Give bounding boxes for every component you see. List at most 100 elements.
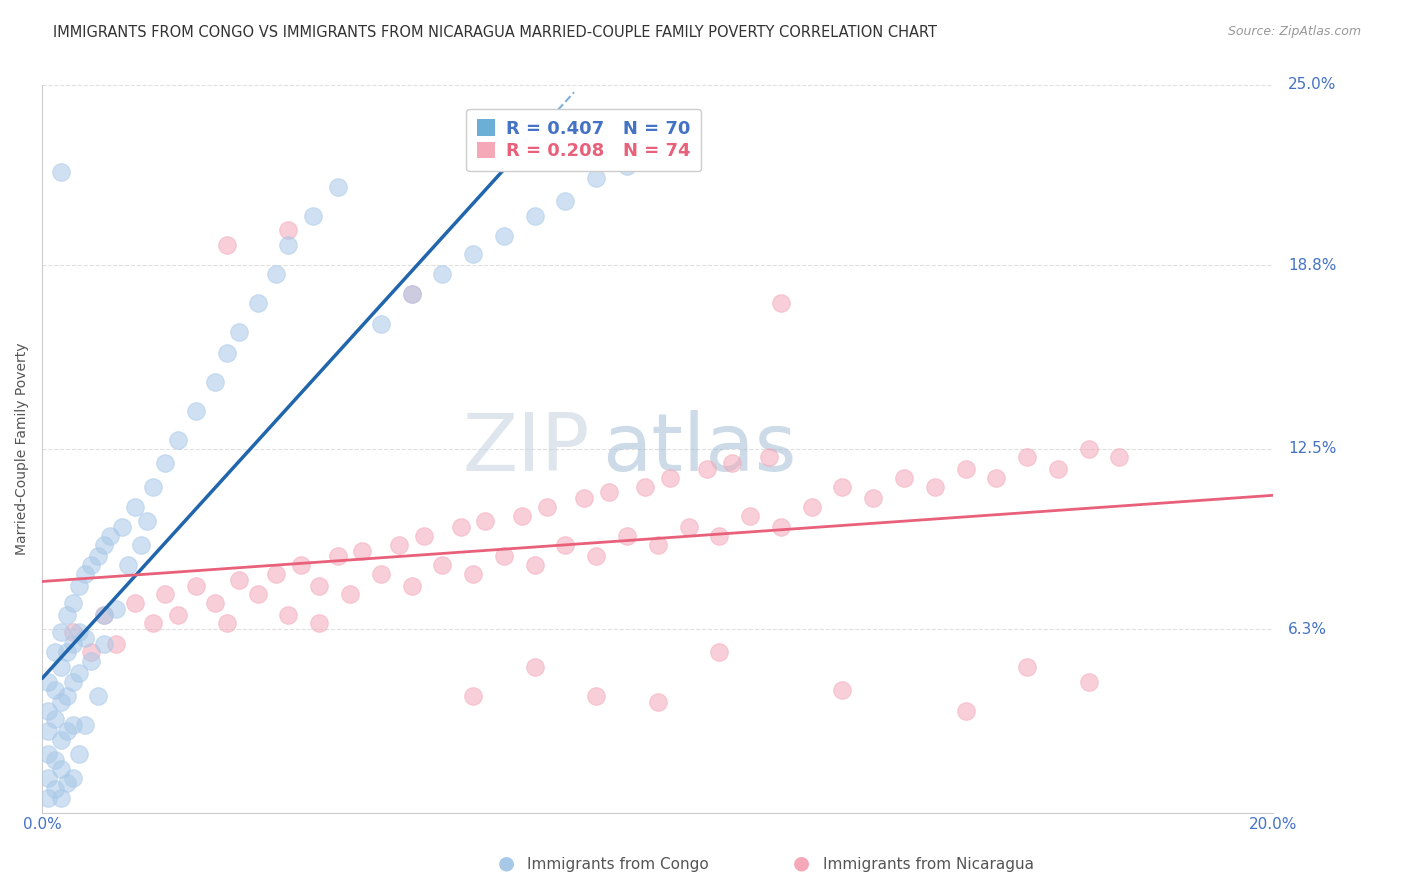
Point — [264, 566, 287, 581]
Point — [56, 607, 79, 622]
Point — [769, 520, 792, 534]
Point — [831, 479, 853, 493]
Point — [129, 538, 152, 552]
Point — [62, 771, 84, 785]
Point — [758, 450, 780, 465]
Point — [37, 674, 59, 689]
Point — [44, 645, 66, 659]
Point — [352, 543, 374, 558]
Point — [370, 566, 392, 581]
Text: 25.0%: 25.0% — [1288, 78, 1337, 93]
Point — [277, 607, 299, 622]
Point — [1077, 674, 1099, 689]
Point — [308, 616, 330, 631]
Point — [647, 695, 669, 709]
Point — [326, 549, 349, 564]
Point — [49, 762, 72, 776]
Point — [616, 529, 638, 543]
Point — [37, 771, 59, 785]
Point — [955, 704, 977, 718]
Point — [124, 596, 146, 610]
Point — [696, 462, 718, 476]
Point — [401, 287, 423, 301]
Point — [412, 529, 434, 543]
Point — [117, 558, 139, 573]
Text: ZIP: ZIP — [463, 409, 591, 488]
Point — [49, 732, 72, 747]
Point — [290, 558, 312, 573]
Point — [80, 645, 103, 659]
Point — [432, 267, 454, 281]
Point — [585, 689, 607, 703]
Point — [893, 471, 915, 485]
Point — [37, 724, 59, 739]
Point — [44, 753, 66, 767]
Point — [62, 625, 84, 640]
Point — [1077, 442, 1099, 456]
Point — [105, 602, 128, 616]
Point — [75, 631, 97, 645]
Point — [769, 296, 792, 310]
Point — [277, 223, 299, 237]
Point — [709, 645, 731, 659]
Point — [93, 607, 115, 622]
Point — [75, 718, 97, 732]
Point — [585, 549, 607, 564]
Point — [523, 209, 546, 223]
Point — [401, 578, 423, 592]
Text: Immigrants from Congo: Immigrants from Congo — [527, 857, 709, 872]
Point — [142, 479, 165, 493]
Point — [67, 578, 90, 592]
Point — [37, 791, 59, 805]
Point — [62, 674, 84, 689]
Point — [831, 683, 853, 698]
Point — [1017, 450, 1039, 465]
Point — [37, 704, 59, 718]
Point — [49, 791, 72, 805]
Text: IMMIGRANTS FROM CONGO VS IMMIGRANTS FROM NICARAGUA MARRIED-COUPLE FAMILY POVERTY: IMMIGRANTS FROM CONGO VS IMMIGRANTS FROM… — [53, 25, 938, 40]
Point — [80, 558, 103, 573]
Point — [215, 238, 238, 252]
Point — [142, 616, 165, 631]
Point — [67, 625, 90, 640]
Point — [204, 375, 226, 389]
Point — [302, 209, 325, 223]
Point — [678, 520, 700, 534]
Point — [474, 515, 496, 529]
Point — [67, 665, 90, 680]
Point — [67, 747, 90, 762]
Point — [56, 724, 79, 739]
Point — [647, 538, 669, 552]
Point — [228, 573, 250, 587]
Point — [370, 317, 392, 331]
Point — [720, 456, 742, 470]
Point — [98, 529, 121, 543]
Point — [738, 508, 761, 523]
Legend: R = 0.407   N = 70, R = 0.208   N = 74: R = 0.407 N = 70, R = 0.208 N = 74 — [467, 109, 702, 171]
Point — [800, 500, 823, 514]
Point — [461, 689, 484, 703]
Point — [1108, 450, 1130, 465]
Point — [401, 287, 423, 301]
Text: ●: ● — [793, 854, 810, 872]
Point — [93, 538, 115, 552]
Point — [215, 616, 238, 631]
Point — [659, 471, 682, 485]
Point — [523, 660, 546, 674]
Point — [492, 229, 515, 244]
Point — [616, 160, 638, 174]
Point — [277, 238, 299, 252]
Point — [93, 607, 115, 622]
Point — [554, 538, 576, 552]
Text: 6.3%: 6.3% — [1288, 622, 1327, 637]
Text: 12.5%: 12.5% — [1288, 442, 1337, 456]
Point — [339, 587, 361, 601]
Point — [86, 689, 108, 703]
Point — [215, 345, 238, 359]
Point — [461, 566, 484, 581]
Point — [986, 471, 1008, 485]
Point — [1017, 660, 1039, 674]
Point — [93, 637, 115, 651]
Point — [62, 596, 84, 610]
Point — [80, 654, 103, 668]
